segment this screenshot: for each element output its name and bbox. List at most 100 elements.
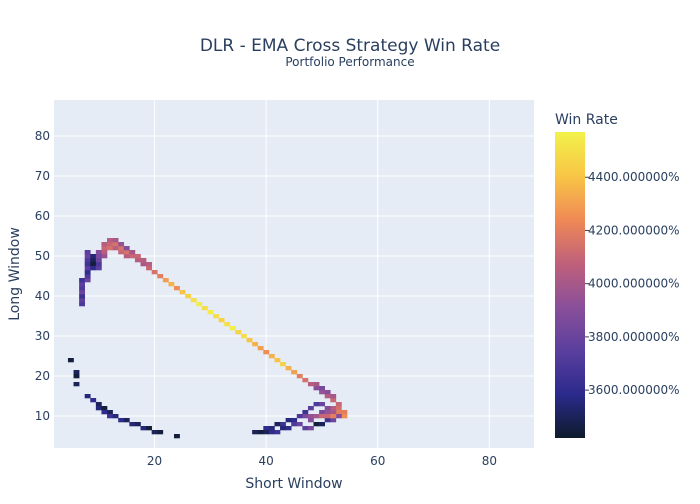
heatmap-cell [263, 350, 270, 355]
y-tick-label: 20 [35, 369, 50, 383]
heatmap-cell [101, 250, 108, 255]
heatmap-cell [307, 414, 314, 419]
heatmap-cell [84, 278, 91, 283]
heatmap-cell [84, 254, 91, 259]
heatmap-cell [118, 418, 125, 423]
heatmap-cell [224, 322, 231, 327]
colorbar-tick-label: 4400.000000% [588, 170, 680, 184]
heatmap-cell [95, 254, 102, 259]
heatmap-cell [73, 374, 80, 379]
heatmap-cell [302, 426, 309, 431]
heatmap-cell [319, 390, 325, 395]
heatmap-cell [218, 318, 225, 323]
heatmap-cell [118, 242, 125, 247]
heatmap-cell [313, 386, 320, 391]
heatmap-cell [84, 266, 91, 271]
heatmap-cell [307, 426, 314, 431]
heatmap-cell [330, 414, 337, 419]
heatmap-cell [307, 382, 314, 387]
heatmap-cell [274, 422, 281, 427]
heatmap-cell [101, 254, 108, 259]
heatmap-cell [151, 430, 158, 435]
heatmap-cell [296, 422, 303, 427]
x-tick-label: 80 [482, 454, 497, 468]
y-tick-label: 40 [35, 289, 50, 303]
heatmap-cell [240, 334, 247, 339]
heatmap-cell [341, 410, 348, 415]
heatmap-cell [302, 414, 309, 419]
heatmap-cell [123, 254, 130, 259]
heatmap-cell [185, 294, 192, 299]
heatmap-cell [107, 246, 113, 251]
heatmap-cell [84, 258, 91, 263]
heatmap-cell [285, 418, 292, 423]
heatmap-cell [168, 282, 175, 287]
heatmap-cell [67, 358, 74, 363]
heatmap-cell [157, 274, 164, 279]
heatmap-cell [285, 366, 292, 371]
heatmap-cell [129, 254, 136, 259]
heatmap-cell [313, 402, 320, 407]
colorbar-title: Win Rate [555, 112, 618, 128]
colorbar-tick-label: 3600.000000% [588, 383, 680, 397]
heatmap-cell [134, 258, 141, 263]
heatmap-cell [246, 338, 253, 343]
heatmap-cell [101, 242, 108, 247]
heatmap-cell [112, 238, 119, 243]
heatmap-cell [274, 358, 281, 363]
heatmap-cell [285, 426, 292, 431]
y-tick-label: 30 [35, 329, 50, 343]
heatmap-cell [112, 242, 119, 247]
x-tick-label: 40 [258, 454, 273, 468]
heatmap-cell [107, 242, 113, 247]
heatmap-cell [324, 410, 331, 415]
heatmap-cell [252, 342, 259, 347]
heatmap-cell [307, 406, 314, 411]
heatmap-cell [84, 274, 91, 279]
heatmap-cell [291, 422, 298, 427]
chart-subtitle: Portfolio Performance [285, 55, 414, 69]
heatmap-cell [330, 406, 337, 411]
heatmap-cell [129, 422, 136, 427]
heatmap-cell [280, 422, 286, 427]
y-tick-label: 10 [35, 409, 50, 423]
heatmap-cell [324, 418, 331, 423]
heatmap-cell [341, 414, 348, 419]
heatmap-cell [179, 290, 186, 295]
heatmap-cell [90, 262, 97, 267]
heatmap-cell [95, 250, 102, 255]
heatmap-cell [263, 430, 270, 435]
heatmap-cell [307, 418, 314, 423]
heatmap-cell [146, 262, 152, 267]
heatmap-cell [90, 254, 97, 259]
plot-background [54, 100, 534, 448]
heatmap-cell [330, 410, 337, 415]
heatmap-cell [324, 406, 331, 411]
heatmap-cell [95, 402, 102, 407]
heatmap-cell [101, 246, 108, 251]
heatmap-cell [324, 414, 331, 419]
x-axis-label: Short Window [245, 476, 342, 492]
heatmap-cell [90, 258, 97, 263]
heatmap-cell [84, 270, 91, 275]
heatmap-cell [330, 394, 337, 399]
heatmap-cell [84, 262, 91, 267]
heatmap-cell [101, 410, 108, 415]
heatmap-cell [90, 398, 97, 403]
heatmap-cell [319, 414, 325, 419]
heatmap-cell [207, 310, 214, 315]
heatmap-cells [67, 238, 348, 439]
heatmap-cell [79, 286, 85, 291]
heatmap-cell [79, 278, 85, 283]
heatmap-cell [302, 378, 309, 383]
heatmap-cell [151, 270, 158, 275]
heatmap-cell [79, 302, 85, 307]
heatmap-cell [140, 426, 147, 431]
y-axis-ticks: 10 20 30 40 50 60 70 80 [35, 129, 50, 423]
heatmap-cell [134, 254, 141, 259]
heatmap-cell [235, 330, 242, 335]
x-tick-label: 60 [370, 454, 385, 468]
heatmap-cell [313, 414, 320, 419]
